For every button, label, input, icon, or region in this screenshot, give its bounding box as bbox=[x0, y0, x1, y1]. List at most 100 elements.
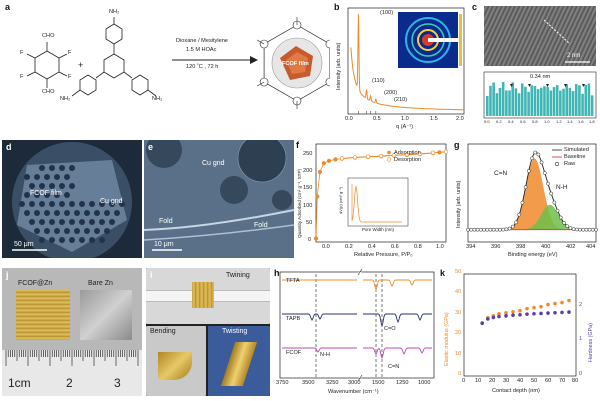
ftir-trace-tapb bbox=[282, 313, 432, 327]
profile-bar bbox=[555, 85, 559, 116]
fold-label-2: Fold bbox=[254, 222, 268, 229]
profile-bar bbox=[543, 86, 546, 116]
xps-raw-point bbox=[475, 227, 480, 232]
grid-hole bbox=[69, 219, 75, 225]
monomer2-nh2-left: NH₂ bbox=[60, 96, 71, 102]
monomer-tfta bbox=[26, 42, 68, 88]
nanoindentation-plot bbox=[463, 273, 577, 377]
grid-hole bbox=[34, 210, 40, 216]
profile-bar bbox=[533, 86, 537, 116]
trace-tapb-label: TAPB bbox=[286, 316, 301, 322]
panel-k-xtick: 30 bbox=[503, 378, 510, 384]
grid-hole bbox=[79, 201, 85, 207]
panel-g-xtick: 400 bbox=[541, 244, 551, 250]
panel-f-ytick: 250 bbox=[303, 151, 313, 157]
peak-110: (110) bbox=[372, 78, 385, 84]
grid-hole bbox=[29, 183, 35, 189]
ruler-1cm: 1cm bbox=[8, 376, 31, 390]
legend-desorption: Desorption bbox=[394, 157, 422, 163]
hardness-point bbox=[546, 311, 550, 315]
panel-b-xtick: 0.5 bbox=[373, 116, 381, 122]
grid-hole bbox=[44, 192, 50, 198]
panel-f-ytick: 50 bbox=[306, 220, 313, 226]
profile-bar bbox=[590, 95, 594, 116]
xps-raw-point bbox=[542, 171, 547, 175]
peak-210: (210) bbox=[394, 97, 408, 103]
grid-hole bbox=[74, 228, 80, 234]
grid-hole bbox=[94, 210, 100, 216]
isotherm-plot bbox=[313, 143, 449, 243]
modulus-point bbox=[504, 310, 508, 315]
grid-hole bbox=[24, 174, 30, 180]
grid-hole bbox=[59, 165, 65, 171]
isotherm-point bbox=[315, 194, 320, 199]
bending-photo bbox=[146, 326, 206, 396]
lattice-marker bbox=[510, 84, 513, 87]
inset-ylabel: dV(p) (cm³ g⁻¹) bbox=[338, 187, 343, 214]
profile-bar bbox=[511, 82, 514, 116]
grid-hole bbox=[49, 183, 55, 189]
xps-raw-point bbox=[472, 227, 477, 232]
panel-c-xtick: 0.6 bbox=[520, 119, 526, 124]
profile-bar bbox=[524, 86, 527, 116]
grid-hole bbox=[39, 201, 45, 207]
grid-hole bbox=[54, 210, 60, 216]
modulus-point bbox=[560, 300, 564, 305]
panel-h-xtick: 1500 bbox=[372, 380, 385, 386]
grid-hole bbox=[49, 237, 55, 243]
isotherm-point bbox=[443, 149, 449, 154]
profile-bar bbox=[540, 87, 543, 116]
grid-hole bbox=[104, 210, 110, 216]
monomer1-f-4: F bbox=[68, 74, 72, 80]
profile-bar bbox=[514, 88, 518, 116]
hardness-point bbox=[486, 317, 490, 321]
grid-hole bbox=[84, 228, 90, 234]
panel-d-label: d bbox=[6, 142, 12, 152]
reaction-scheme bbox=[26, 17, 330, 109]
profile-bar bbox=[486, 96, 489, 116]
lattice-marker bbox=[546, 84, 549, 87]
xps-raw-point bbox=[546, 181, 550, 186]
panel-c-xtick: 0.0 bbox=[484, 119, 490, 124]
xps-raw-point bbox=[533, 150, 538, 155]
isotherm-point bbox=[339, 156, 345, 161]
profile-bar bbox=[501, 82, 505, 116]
hardness-point bbox=[491, 315, 496, 320]
panel-k-ytick-left: 30 bbox=[455, 310, 462, 316]
xps-raw-point bbox=[594, 227, 598, 232]
grid-hole bbox=[99, 219, 105, 225]
grid-hole bbox=[39, 165, 45, 171]
profile-bar bbox=[587, 83, 591, 116]
panel-f-xtick: 0.8 bbox=[414, 244, 422, 250]
grid-hole bbox=[79, 219, 85, 225]
grid-hole bbox=[104, 228, 110, 234]
xps-raw-point bbox=[584, 227, 589, 232]
grid-hole bbox=[89, 201, 95, 207]
twining-label: Twining bbox=[226, 272, 250, 279]
panel-c-xtick: 1.0 bbox=[544, 119, 550, 124]
grid-hole bbox=[39, 237, 45, 243]
profile-bar bbox=[574, 84, 578, 116]
panel-k-ytick-left: 20 bbox=[455, 330, 462, 336]
isotherm-point bbox=[417, 151, 423, 156]
xps-raw-point bbox=[469, 227, 474, 232]
xps-raw-point bbox=[491, 227, 496, 232]
panel-d-scale: 50 μm bbox=[14, 241, 34, 248]
profile-bar bbox=[559, 90, 562, 116]
pore-size-curve bbox=[351, 184, 402, 223]
panel-c-xtick: 1.4 bbox=[567, 119, 573, 124]
panel-k-ytick-right: 0 bbox=[579, 371, 583, 377]
legend-raw: Raw bbox=[564, 161, 576, 167]
grid-hole bbox=[29, 219, 35, 225]
profile-bar bbox=[562, 88, 565, 116]
panel-k-xtick: 70 bbox=[559, 378, 566, 384]
xps-raw-point bbox=[526, 169, 531, 173]
grid-hole bbox=[99, 201, 105, 207]
panel-f-xtick: 0.2 bbox=[345, 244, 353, 250]
xps-raw-point bbox=[568, 226, 573, 230]
monomer1-f-1: F bbox=[20, 50, 24, 56]
cof-linker bbox=[257, 39, 265, 45]
isotherm-point bbox=[365, 154, 371, 159]
peak-cn-label: C=N bbox=[494, 170, 508, 177]
hrtem-image bbox=[484, 6, 596, 66]
